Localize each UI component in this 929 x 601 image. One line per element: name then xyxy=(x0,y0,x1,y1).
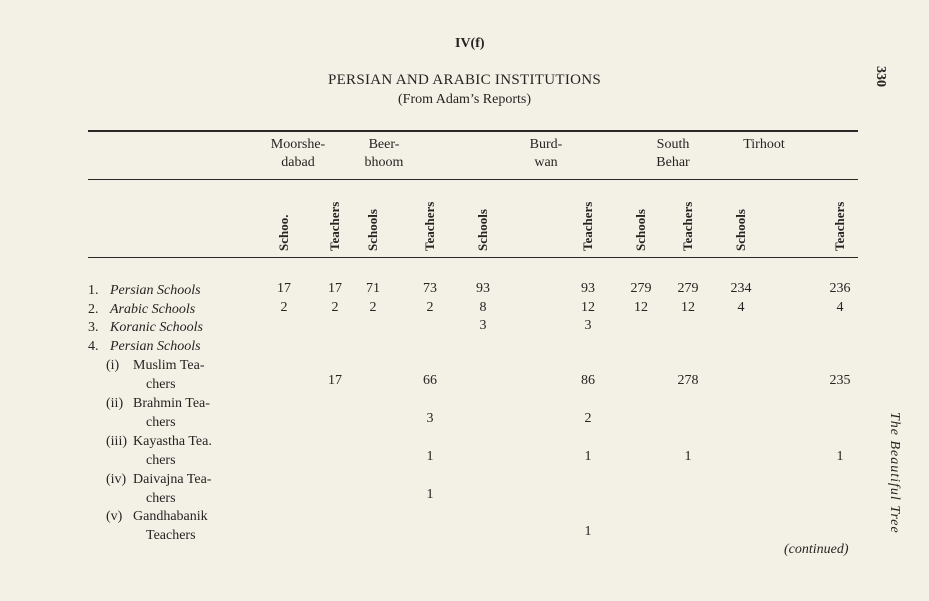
row-label: Arabic Schools xyxy=(110,302,196,317)
column-header: Teachers xyxy=(327,201,342,251)
column-header: Schoo. xyxy=(276,214,291,251)
cell-value: 2 xyxy=(426,300,434,315)
group-header: Moorshe- xyxy=(270,137,326,152)
cell-value: 8 xyxy=(479,300,487,315)
cell-value: 3 xyxy=(479,318,487,333)
group-header: Behar xyxy=(656,155,690,170)
cell-value: 4 xyxy=(836,300,844,315)
cell-value: 234 xyxy=(730,281,752,296)
cell-value: 66 xyxy=(423,373,437,388)
group-header: Beer- xyxy=(368,137,400,152)
group-header: Tirhoot xyxy=(743,137,785,152)
continued-note: (continued) xyxy=(784,542,849,557)
cell-value: 4 xyxy=(737,300,745,315)
cell-value: 12 xyxy=(681,300,695,315)
cell-value: 1 xyxy=(426,449,434,464)
column-header: Schools xyxy=(733,209,748,251)
row-label: Daivajna Tea- xyxy=(133,472,212,487)
row-label: chers xyxy=(146,377,176,392)
cell-value: 71 xyxy=(366,281,380,296)
row-label: Persian Schools xyxy=(110,339,201,354)
row-label: Brahmin Tea- xyxy=(133,396,210,411)
cell-value: 2 xyxy=(280,300,288,315)
cell-value: 73 xyxy=(423,281,437,296)
row-label: chers xyxy=(146,453,176,468)
cell-value: 17 xyxy=(328,281,342,296)
column-header: Schools xyxy=(633,209,648,251)
row-number: 3. xyxy=(88,320,99,335)
column-header: Teachers xyxy=(422,201,437,251)
cell-value: 1 xyxy=(584,524,592,539)
column-header: Teachers xyxy=(580,201,595,251)
row-label: Kayastha Tea. xyxy=(133,434,212,449)
group-header: bhoom xyxy=(364,155,404,170)
row-number: 4. xyxy=(88,339,99,354)
cell-value: 1 xyxy=(836,449,844,464)
cell-value: 2 xyxy=(369,300,377,315)
cell-value: 1 xyxy=(426,487,434,502)
title: PERSIAN AND ARABIC INSTITUTIONS xyxy=(327,72,602,88)
cell-value: 3 xyxy=(584,318,592,333)
row-label: Persian Schools xyxy=(110,283,201,298)
group-rule xyxy=(88,179,858,180)
row-label: Koranic Schools xyxy=(110,320,203,335)
row-number: (iii) xyxy=(106,434,127,449)
row-number: (v) xyxy=(106,509,123,524)
cell-value: 17 xyxy=(328,373,342,388)
row-number: (i) xyxy=(106,358,120,373)
cell-value: 93 xyxy=(476,281,490,296)
subtitle: (From Adam’s Reports) xyxy=(398,92,531,107)
row-label: chers xyxy=(146,415,176,430)
group-header: Burd- xyxy=(529,137,563,152)
column-header: Teachers xyxy=(680,201,695,251)
top-rule xyxy=(88,130,858,132)
cell-value: 1 xyxy=(684,449,692,464)
cell-value: 279 xyxy=(630,281,652,296)
page-number: 330 xyxy=(873,66,888,87)
row-label: chers xyxy=(146,491,176,506)
column-header: Teachers xyxy=(832,201,847,251)
section: IV(f) xyxy=(455,36,485,51)
row-number: 2. xyxy=(88,302,99,317)
cell-value: 279 xyxy=(677,281,699,296)
row-label: Gandhabanik xyxy=(133,509,208,524)
cell-value: 93 xyxy=(581,281,595,296)
cell-value: 235 xyxy=(829,373,851,388)
cell-value: 236 xyxy=(829,281,851,296)
row-label: Teachers xyxy=(146,528,196,543)
cell-value: 86 xyxy=(581,373,595,388)
row-number: (ii) xyxy=(106,396,124,411)
group-header: wan xyxy=(534,155,558,170)
cell-value: 2 xyxy=(331,300,339,315)
column-header: Schools xyxy=(365,209,380,251)
cell-value: 12 xyxy=(634,300,648,315)
cell-value: 3 xyxy=(426,411,434,426)
header-rule xyxy=(88,257,858,258)
cell-value: 17 xyxy=(277,281,291,296)
row-number: (iv) xyxy=(106,472,127,487)
running-title: The Beautiful Tree xyxy=(887,412,902,534)
group-header: South xyxy=(656,137,690,152)
row-number: 1. xyxy=(88,283,99,298)
group-header: dabad xyxy=(281,155,315,170)
cell-value: 2 xyxy=(584,411,592,426)
cell-value: 278 xyxy=(677,373,699,388)
cell-value: 12 xyxy=(581,300,595,315)
cell-value: 1 xyxy=(584,449,592,464)
row-label: Muslim Tea- xyxy=(133,358,205,373)
column-header: Schools xyxy=(475,209,490,251)
